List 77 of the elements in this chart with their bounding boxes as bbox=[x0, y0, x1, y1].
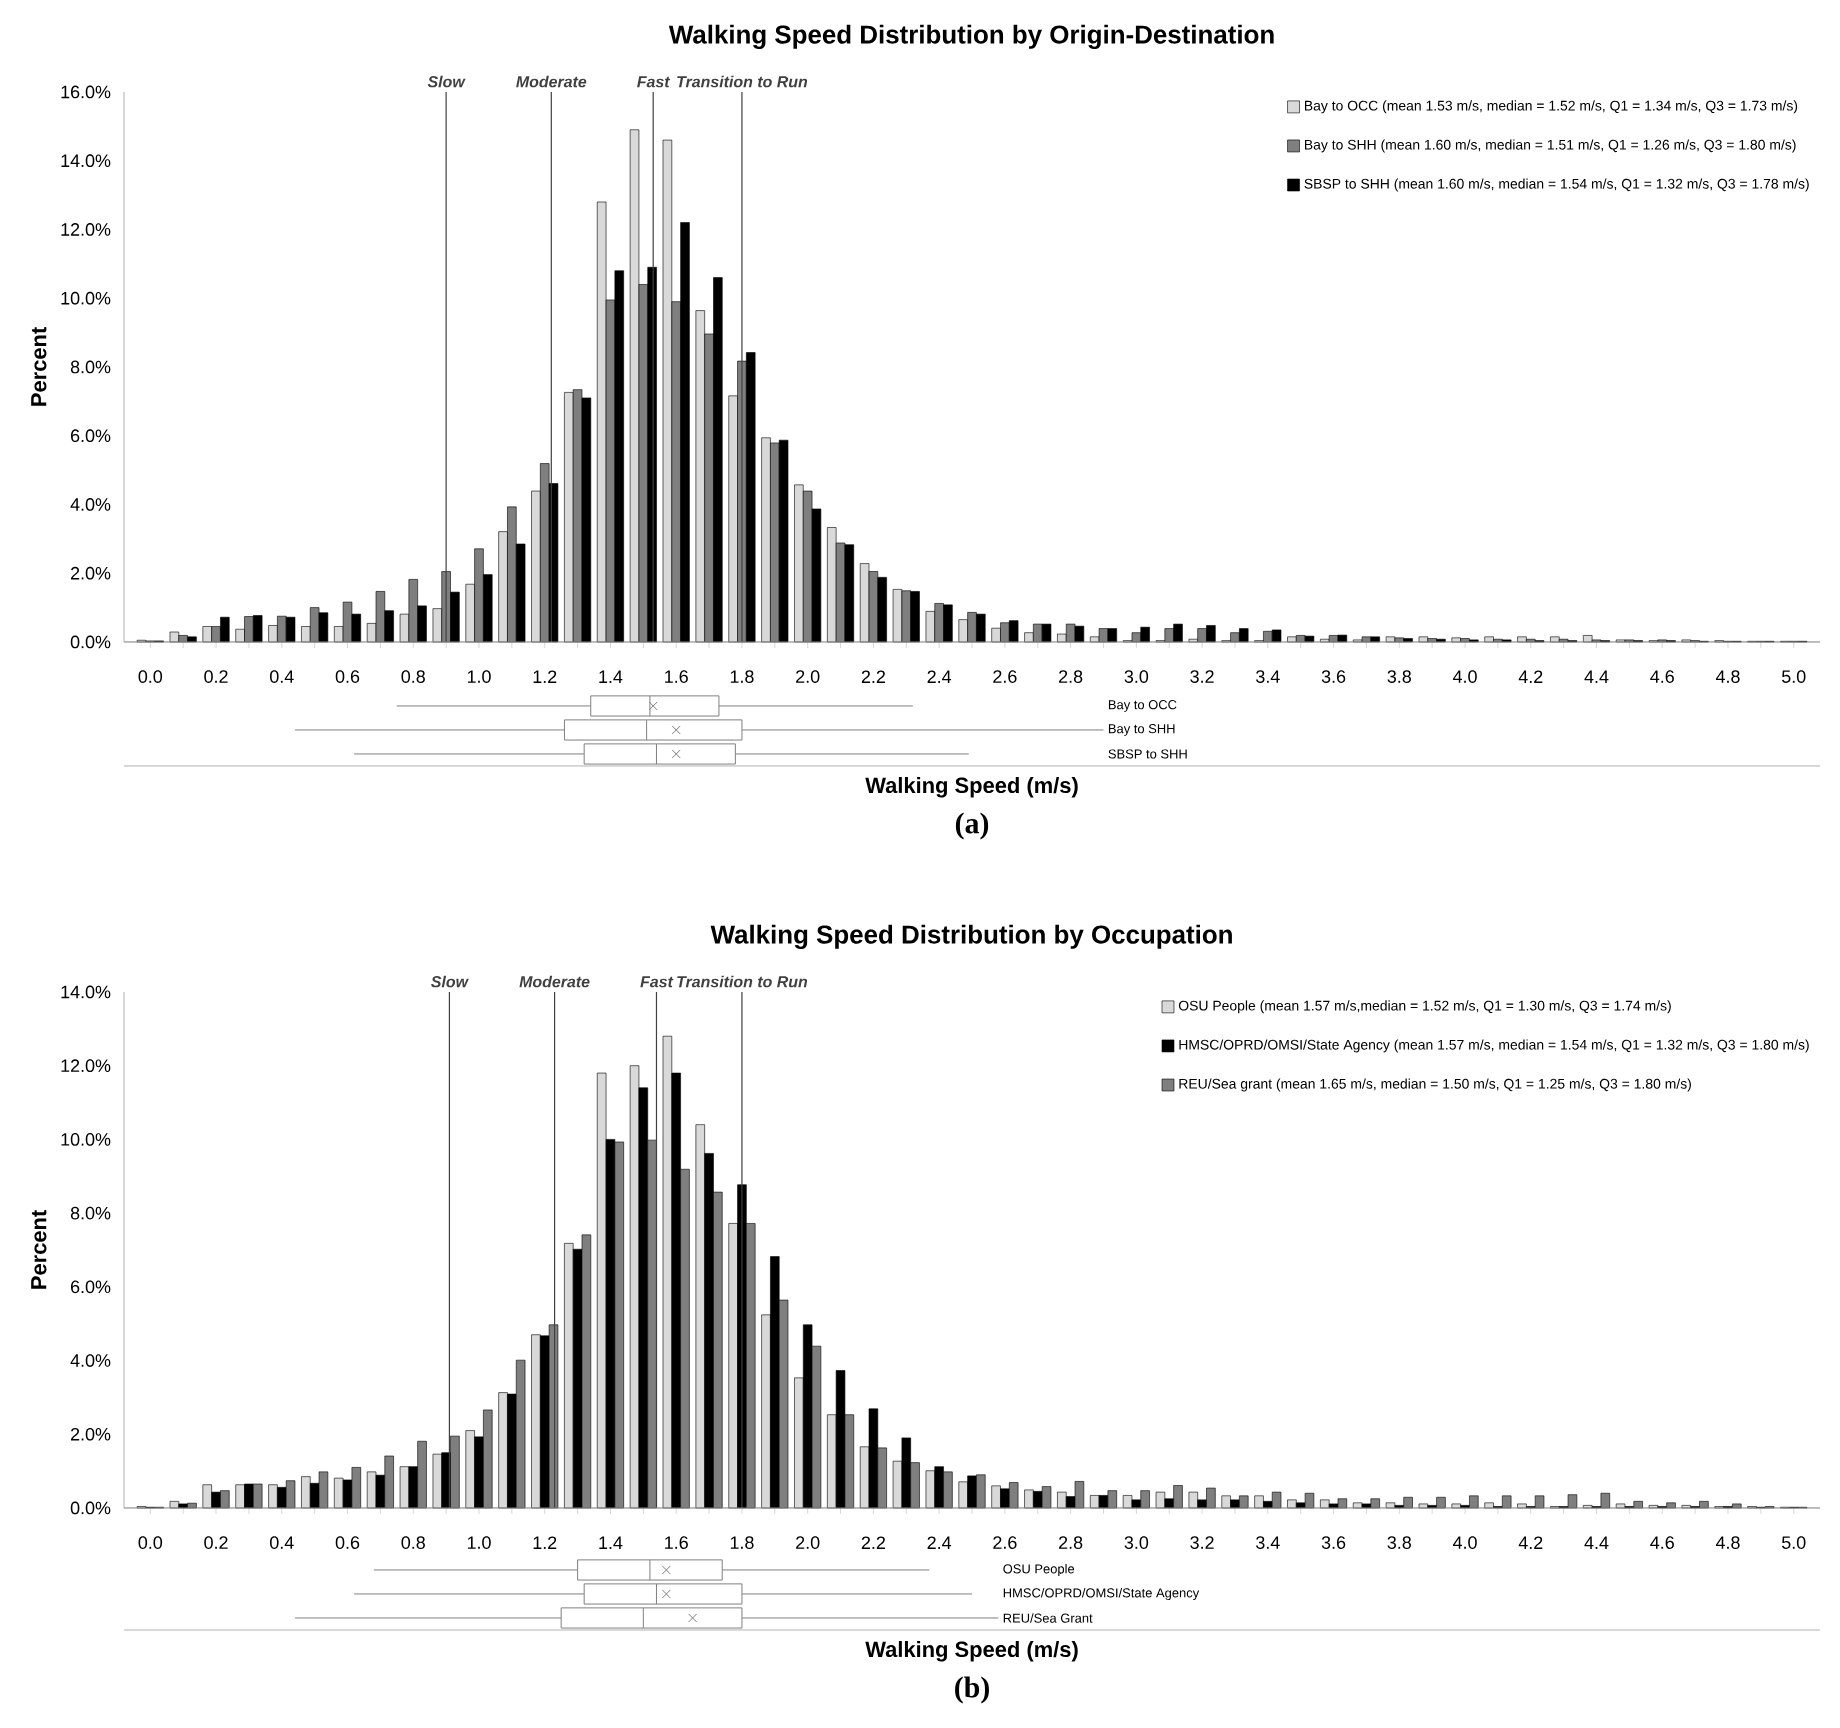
x-tick-label: 1.6 bbox=[665, 670, 688, 683]
y-tick-label: 4.0% bbox=[70, 498, 111, 511]
x-tick-label: 0.2 bbox=[204, 1536, 228, 1549]
y-tick-label: 10.0% bbox=[61, 1133, 111, 1146]
x-tick-label: 5.0 bbox=[1781, 1536, 1806, 1549]
x-tick-label: 2.8 bbox=[1059, 670, 1083, 683]
x-tick-label: 2.2 bbox=[861, 1536, 885, 1549]
x-tick-label: 3.4 bbox=[1256, 1536, 1280, 1549]
x-tick-label: 1.0 bbox=[467, 670, 491, 683]
x-tick-label: 2.6 bbox=[993, 670, 1017, 683]
y-axis-title: Percent bbox=[31, 327, 47, 406]
x-axis-title: Walking Speed (m/s) bbox=[865, 1641, 1078, 1662]
x-tick-label: 0.8 bbox=[401, 1536, 425, 1549]
x-tick-label: 0.2 bbox=[204, 670, 228, 683]
x-tick-label: 4.2 bbox=[1518, 1536, 1543, 1549]
y-tick-label: 16.0% bbox=[61, 85, 111, 99]
x-tick-label: 2.0 bbox=[796, 670, 820, 683]
x-axis-title: Walking Speed (m/s) bbox=[865, 777, 1078, 798]
x-tick-label: 1.2 bbox=[533, 670, 557, 683]
x-tick-label: 2.2 bbox=[861, 670, 885, 683]
y-tick-label: 0.0% bbox=[70, 1501, 111, 1515]
x-tick-label: 3.0 bbox=[1124, 1536, 1149, 1549]
x-tick-label: 4.8 bbox=[1715, 670, 1740, 683]
y-tick-label: 10.0% bbox=[61, 291, 111, 305]
y-tick-label: 2.0% bbox=[71, 1427, 111, 1441]
chart-title: Walking Speed Distribution by Origin-Destination bbox=[668, 24, 1274, 49]
x-tick-label: 0.0 bbox=[138, 1536, 163, 1549]
text: (a) bbox=[955, 812, 989, 840]
x-tick-label: 0.6 bbox=[335, 1536, 360, 1549]
x-tick-label: 3.8 bbox=[1387, 670, 1411, 683]
y-tick-label: 8.0% bbox=[70, 1206, 111, 1220]
x-tick-label: 0.8 bbox=[401, 670, 425, 683]
x-tick-label: 4.6 bbox=[1650, 1536, 1674, 1549]
x-tick-label: 0.4 bbox=[270, 670, 294, 683]
x-tick-label: 4.6 bbox=[1650, 670, 1674, 683]
x-tick-label: 0.0 bbox=[138, 670, 163, 683]
x-tick-label: 1.0 bbox=[467, 1536, 491, 1549]
x-tick-label: 2.4 bbox=[927, 1536, 952, 1549]
x-tick-label: 3.2 bbox=[1190, 670, 1214, 683]
x-tick-label: 4.8 bbox=[1715, 1536, 1740, 1549]
x-tick-label: 4.4 bbox=[1584, 1536, 1609, 1549]
x-tick-label: 4.0 bbox=[1452, 1536, 1477, 1549]
y-tick-label: 14.0% bbox=[61, 985, 111, 999]
y-tick-label: 0.0% bbox=[70, 635, 111, 649]
x-tick-label: 1.4 bbox=[599, 1536, 623, 1549]
x-tick-label: 2.0 bbox=[796, 1536, 820, 1549]
x-tick-label: 4.0 bbox=[1452, 670, 1477, 683]
x-tick-label: 3.6 bbox=[1321, 670, 1346, 683]
x-tick-label: 5.0 bbox=[1781, 670, 1806, 683]
x-tick-label: 3.8 bbox=[1387, 1536, 1411, 1549]
x-tick-label: 3.2 bbox=[1190, 1536, 1214, 1549]
y-tick-label: 6.0% bbox=[71, 1280, 111, 1294]
x-tick-label: 0.4 bbox=[270, 1536, 294, 1549]
y-tick-label: 14.0% bbox=[61, 154, 111, 168]
y-axis-title: Percent bbox=[31, 1210, 47, 1289]
x-tick-label: 2.8 bbox=[1059, 1536, 1083, 1549]
x-tick-label: 4.2 bbox=[1518, 670, 1543, 683]
x-tick-label: 2.4 bbox=[927, 670, 952, 683]
x-tick-label: 1.8 bbox=[730, 1536, 754, 1549]
y-tick-label: 2.0% bbox=[71, 566, 111, 580]
x-tick-label: 1.4 bbox=[599, 670, 623, 683]
x-tick-label: 0.6 bbox=[335, 670, 360, 683]
y-tick-label: 8.0% bbox=[70, 360, 111, 374]
text: (b) bbox=[955, 1676, 989, 1704]
x-tick-label: 1.6 bbox=[665, 1536, 688, 1549]
x-tick-label: 1.8 bbox=[730, 670, 754, 683]
x-tick-label: 4.4 bbox=[1584, 670, 1609, 683]
x-tick-label: 3.4 bbox=[1256, 670, 1280, 683]
y-tick-label: 4.0% bbox=[70, 1354, 111, 1367]
x-tick-label: 3.6 bbox=[1321, 1536, 1346, 1549]
x-tick-label: 3.0 bbox=[1124, 670, 1149, 683]
y-tick-label: 12.0% bbox=[61, 223, 111, 236]
x-tick-label: 1.2 bbox=[533, 1536, 557, 1549]
y-tick-label: 6.0% bbox=[71, 429, 111, 443]
chart-title: Walking Speed Distribution by Occupation bbox=[710, 924, 1232, 949]
x-tick-label: 2.6 bbox=[993, 1536, 1017, 1549]
y-tick-label: 12.0% bbox=[61, 1059, 111, 1073]
